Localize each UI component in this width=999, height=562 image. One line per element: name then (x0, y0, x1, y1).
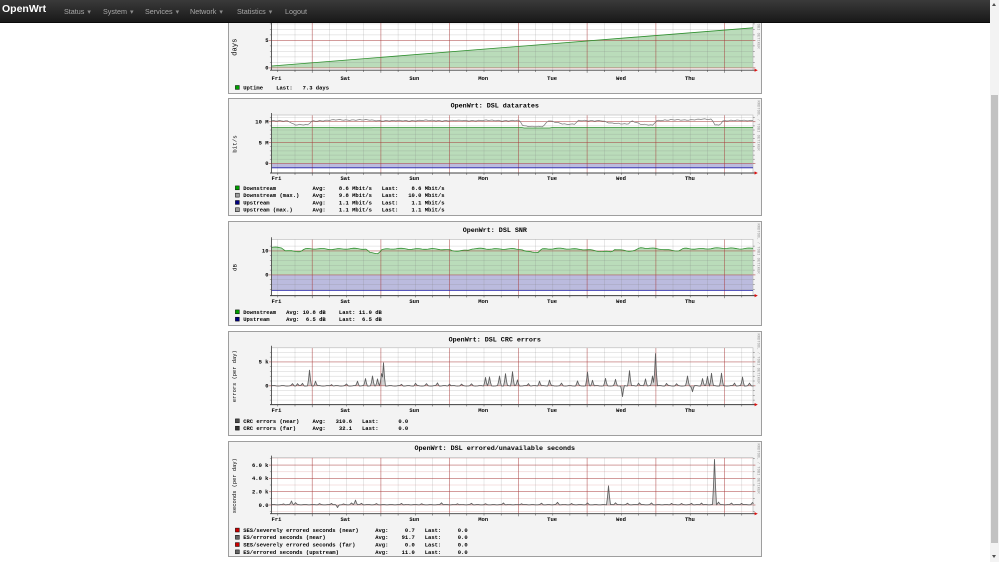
svg-text:Mon: Mon (478, 407, 488, 414)
svg-text:0: 0 (265, 383, 268, 390)
svg-text:Sat: Sat (340, 298, 350, 305)
svg-text:10: 10 (262, 248, 269, 255)
svg-text:Sat: Sat (340, 75, 350, 82)
svg-text:RRDTOOL / TOBI OETIKER: RRDTOOL / TOBI OETIKER (755, 224, 760, 275)
svg-text:Sun: Sun (409, 175, 419, 182)
svg-text:CRC errors (far) Avg: 3: CRC errors (far) Avg: 32.1 Last: 0.0 (243, 425, 408, 432)
svg-text:Fri: Fri (272, 516, 283, 523)
svg-text:0: 0 (265, 64, 268, 71)
svg-text:Thu: Thu (685, 175, 695, 182)
svg-text:Thu: Thu (685, 75, 695, 82)
svg-text:Downstream Avg: 10.8 dB L: Downstream Avg: 10.8 dB Last: 11.0 dB (243, 309, 382, 316)
svg-text:OpenWrt: DSL errored/unavailab: OpenWrt: DSL errored/unavailable seconds (415, 445, 576, 453)
svg-text:Mon: Mon (478, 75, 488, 82)
svg-text:Upstream (max.) Avg: 1: Upstream (max.) Avg: 1.1 Mbit/s Last: 1.… (243, 207, 444, 214)
svg-text:Sat: Sat (340, 175, 350, 182)
svg-text:Thu: Thu (685, 298, 695, 305)
svg-text:Wed: Wed (616, 75, 626, 82)
svg-text:5 M: 5 M (259, 139, 270, 146)
svg-text:Sun: Sun (409, 516, 419, 523)
svg-text:RRDTOOL / TOBI OETIKER: RRDTOOL / TOBI OETIKER (755, 101, 760, 152)
svg-text:Fri: Fri (272, 75, 283, 82)
svg-text:5: 5 (265, 37, 269, 44)
svg-text:Tue: Tue (547, 516, 558, 523)
svg-text:Mon: Mon (478, 298, 488, 305)
svg-text:Sat: Sat (340, 516, 350, 523)
svg-text:seconds (per day): seconds (per day) (232, 458, 238, 513)
svg-text:4.0 k: 4.0 k (252, 475, 269, 482)
svg-text:Wed: Wed (616, 175, 626, 182)
svg-text:10 M: 10 M (255, 119, 269, 126)
svg-text:5 k: 5 k (259, 359, 270, 366)
svg-text:Sun: Sun (409, 298, 419, 305)
svg-text:CRC errors (near) Avg: 31: CRC errors (near) Avg: 310.6 Last: 0.0 (243, 418, 408, 425)
svg-text:OpenWrt: DSL SNR: OpenWrt: DSL SNR (463, 227, 527, 235)
svg-text:2.0 k: 2.0 k (252, 489, 269, 496)
svg-text:Fri: Fri (272, 175, 283, 182)
svg-text:days: days (231, 38, 239, 55)
svg-text:Tue: Tue (547, 175, 558, 182)
svg-text:OpenWrt: DSL datarates: OpenWrt: DSL datarates (451, 103, 539, 111)
svg-text:Downstream (max.) Avg: 9: Downstream (max.) Avg: 9.8 Mbit/s Last: … (243, 192, 444, 199)
svg-text:RRDTOOL / TOBI OETIKER: RRDTOOL / TOBI OETIKER (755, 444, 760, 495)
svg-text:ES/errored seconds (upstream): ES/errored seconds (upstream) Avg: 11.0 … (243, 549, 467, 556)
svg-text:Tue: Tue (547, 407, 558, 414)
svg-text:Thu: Thu (685, 407, 695, 414)
svg-text:Thu: Thu (685, 516, 695, 523)
svg-text:Downstream Avg: 8: Downstream Avg: 8.6 Mbit/s Last: 8.6 Mbi… (243, 185, 444, 192)
svg-text:errors (per day): errors (per day) (232, 350, 238, 402)
svg-text:Fri: Fri (272, 407, 283, 414)
svg-text:Mon: Mon (478, 175, 488, 182)
svg-text:Upstream Avg: 1: Upstream Avg: 1.1 Mbit/s Last: 1.1 Mbit/… (243, 199, 444, 206)
svg-text:0: 0 (265, 272, 268, 279)
svg-text:6.0 k: 6.0 k (252, 462, 269, 469)
svg-text:dB: dB (231, 264, 238, 271)
svg-text:RRDTOOL / TOBI OETIKER: RRDTOOL / TOBI OETIKER (755, 334, 760, 385)
svg-text:Wed: Wed (616, 407, 626, 414)
svg-text:Tue: Tue (547, 298, 558, 305)
svg-text:RRDTOOL / TOBI OETIKER: RRDTOOL / TOBI OETIKER (755, 0, 760, 49)
svg-text:0: 0 (265, 160, 268, 167)
svg-text:ES/errored seconds (near): ES/errored seconds (near) Avg: 91.7 Last… (243, 534, 467, 541)
svg-text:Upstream Avg: 6.5 dB L: Upstream Avg: 6.5 dB Last: 6.5 dB (243, 316, 382, 323)
svg-text:SES/severely errored seconds (: SES/severely errored seconds (near) Avg:… (243, 527, 467, 534)
svg-text:Mon: Mon (478, 516, 488, 523)
svg-text:Sun: Sun (409, 407, 419, 414)
svg-text:Tue: Tue (547, 75, 558, 82)
svg-text:Wed: Wed (616, 516, 626, 523)
svg-text:Wed: Wed (616, 298, 626, 305)
svg-text:OpenWrt: DSL CRC errors: OpenWrt: DSL CRC errors (449, 337, 541, 345)
svg-text:Uptime Last: 7.3 days: Uptime Last: 7.3 days (243, 84, 329, 91)
svg-text:Fri: Fri (272, 298, 283, 305)
svg-text:0.0: 0.0 (259, 502, 269, 509)
svg-text:bit/s: bit/s (231, 135, 238, 152)
svg-text:Sat: Sat (340, 407, 350, 414)
svg-text:SES/severely errored seconds (: SES/severely errored seconds (far) Avg: … (243, 542, 467, 549)
svg-text:Sun: Sun (409, 75, 419, 82)
